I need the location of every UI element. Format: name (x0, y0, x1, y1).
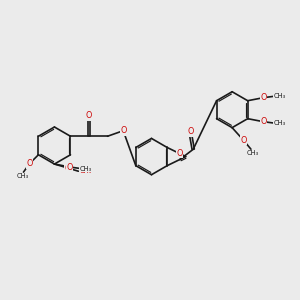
Text: CH₃: CH₃ (16, 173, 28, 179)
Text: CH₃: CH₃ (80, 166, 92, 172)
Text: O: O (64, 164, 71, 172)
Text: CH₃: CH₃ (274, 120, 286, 126)
Text: CH₃: CH₃ (246, 150, 259, 156)
Text: CH₃: CH₃ (80, 168, 92, 174)
Text: O: O (86, 112, 92, 121)
Text: O: O (187, 127, 194, 136)
Text: O: O (240, 136, 247, 145)
Text: O: O (177, 149, 183, 158)
Text: O: O (120, 126, 126, 135)
Text: O: O (26, 159, 33, 168)
Text: O: O (260, 93, 266, 102)
Text: O: O (260, 117, 266, 126)
Text: CH₃: CH₃ (274, 93, 286, 99)
Text: O: O (67, 163, 73, 172)
